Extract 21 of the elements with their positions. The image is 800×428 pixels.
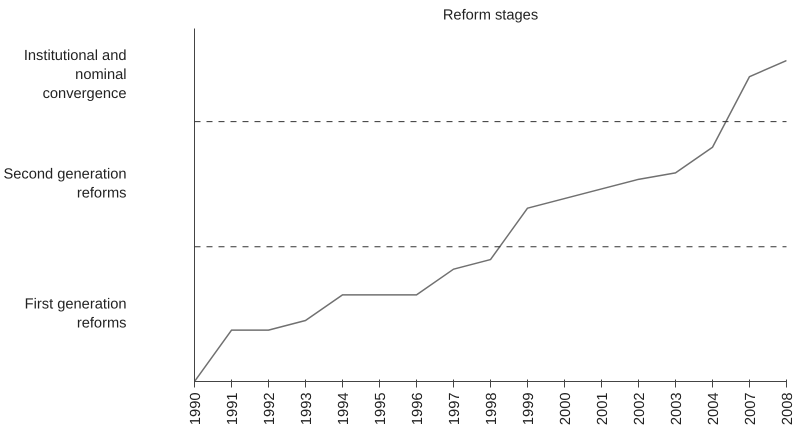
x-tick-label: 1997 — [447, 392, 463, 426]
text: Institutional and nominal convergence — [24, 48, 127, 102]
x-tick-label: 2004 — [706, 392, 722, 426]
x-tick-label: 2003 — [669, 392, 685, 426]
text: First generation reforms — [24, 296, 127, 332]
x-tick-label: 1999 — [521, 392, 537, 426]
x-tick-label: 2008 — [780, 392, 796, 426]
x-tick-label: 1992 — [262, 392, 278, 426]
x-tick-label: 1990 — [188, 392, 204, 426]
x-tick-label: 2007 — [743, 392, 759, 426]
x-tick-label: 1998 — [484, 392, 500, 426]
x-tick-label: 2001 — [595, 392, 611, 426]
x-tick-label: 1996 — [410, 392, 426, 426]
x-tick-label: 1993 — [299, 392, 315, 426]
x-tick-label: 1995 — [373, 392, 389, 426]
x-tick-label: 1994 — [336, 392, 352, 426]
x-tick-label: 1991 — [225, 392, 241, 426]
x-tick-label: 2000 — [558, 392, 574, 426]
text: Second generation reforms — [3, 166, 127, 202]
x-tick-label: 2002 — [632, 392, 648, 426]
chart-title: Reform stages — [442, 8, 538, 24]
